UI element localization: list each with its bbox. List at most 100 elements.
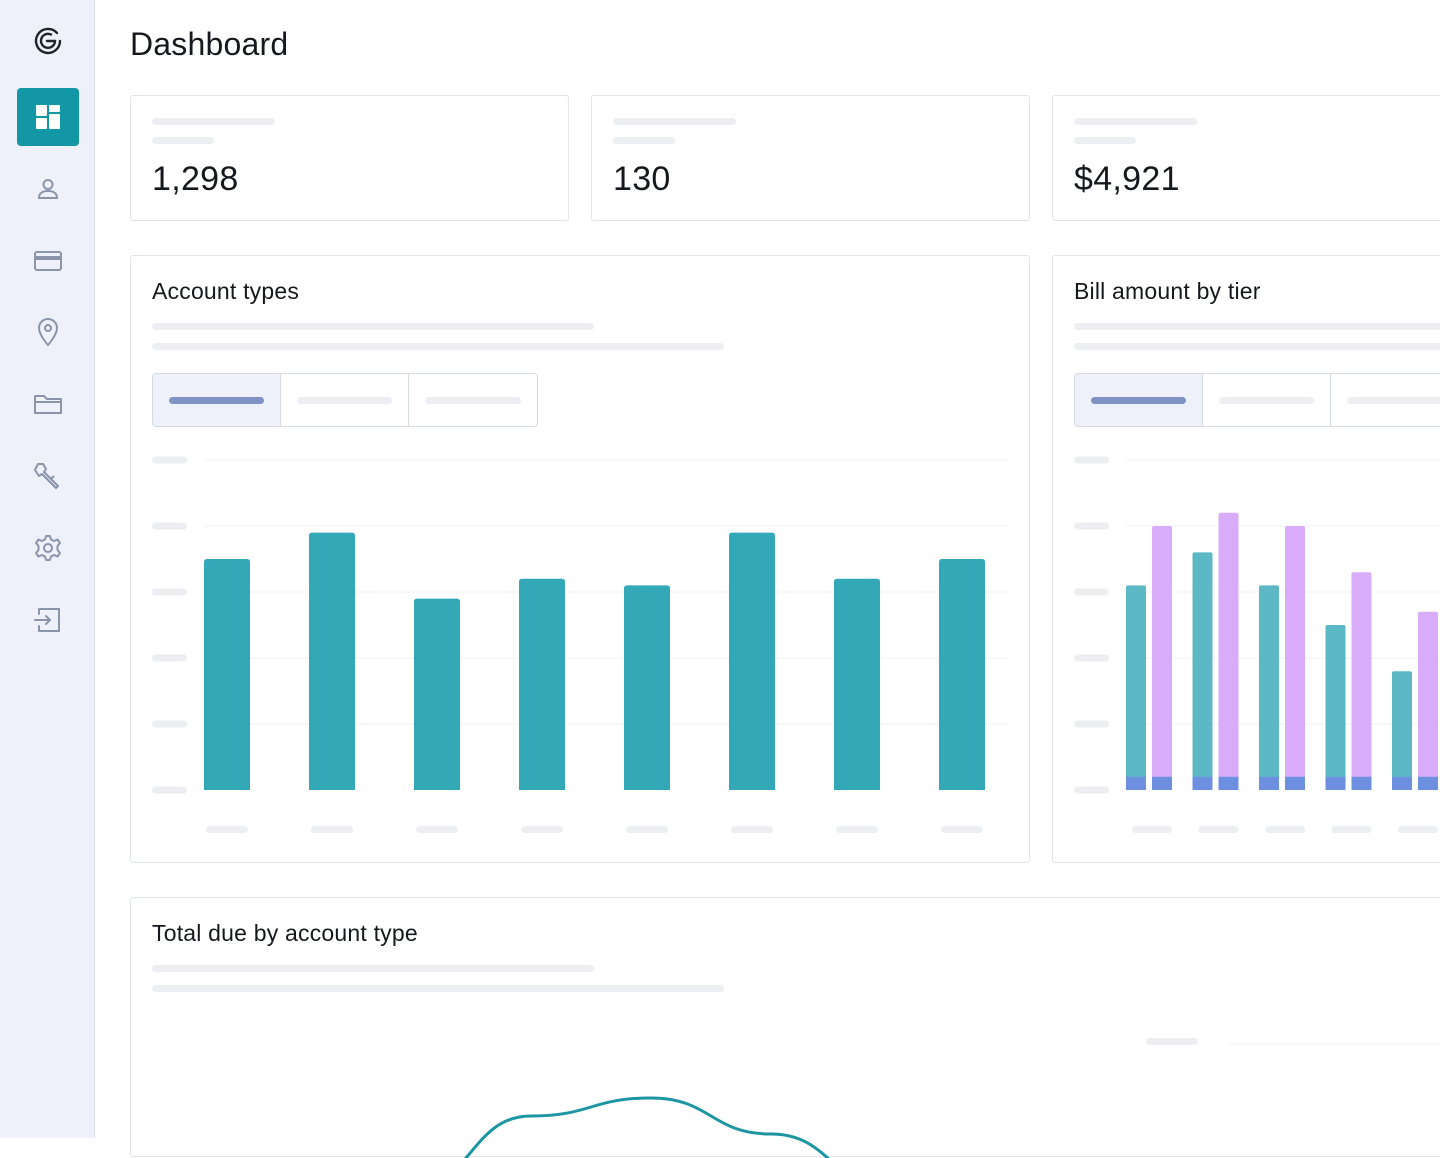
logo-icon[interactable]	[30, 22, 66, 58]
bar-base	[1392, 776, 1412, 790]
y-tick-label-placeholder	[1146, 1038, 1198, 1045]
y-tick-label-placeholder	[1074, 720, 1109, 728]
bar	[1259, 585, 1279, 790]
bar	[1218, 512, 1239, 790]
x-tick-label-placeholder	[731, 826, 773, 833]
bar	[1392, 671, 1412, 790]
bar	[939, 559, 985, 790]
sign-out-icon	[34, 608, 60, 632]
bar	[519, 578, 565, 790]
segment-option[interactable]	[281, 374, 409, 426]
stat-value: 1,298	[152, 160, 239, 198]
credit-card-icon	[34, 251, 62, 271]
bar	[1351, 572, 1372, 790]
y-tick-label-placeholder	[152, 720, 187, 728]
user-icon	[37, 179, 59, 199]
location-pin-icon	[37, 318, 59, 347]
segmented-control	[152, 373, 538, 427]
placeholder-line	[1074, 118, 1197, 125]
sidebar-item-files[interactable]	[17, 375, 79, 433]
bar	[624, 585, 670, 790]
bar	[1192, 552, 1213, 790]
placeholder-line	[613, 137, 675, 144]
y-tick-label-placeholder	[152, 456, 187, 464]
bar	[729, 532, 775, 790]
card-title: Bill amount by tier	[1074, 278, 1261, 304]
bar	[204, 559, 250, 790]
sidebar-item-logout[interactable]	[17, 591, 79, 649]
sidebar-item-settings[interactable]	[17, 519, 79, 577]
stat-value: 130	[613, 160, 671, 198]
bar-base	[1259, 776, 1279, 790]
segment-option[interactable]	[1203, 374, 1331, 426]
bar-base	[1218, 776, 1239, 790]
placeholder-line	[1074, 343, 1440, 350]
card-title: Total due by account type	[152, 920, 418, 946]
bar-base	[1418, 776, 1438, 790]
segment-option[interactable]	[409, 374, 537, 426]
sidebar	[0, 0, 95, 1138]
bar	[834, 578, 880, 790]
segmented-control	[1074, 373, 1440, 427]
placeholder-line	[613, 118, 736, 125]
page-title: Dashboard	[130, 26, 289, 62]
placeholder-line	[152, 137, 214, 144]
x-tick-label-placeholder	[311, 826, 353, 833]
placeholder-line	[152, 118, 275, 125]
y-tick-label-placeholder	[1074, 654, 1109, 662]
sidebar-item-billing[interactable]	[17, 232, 79, 290]
bar	[414, 598, 460, 790]
x-tick-label-placeholder	[1198, 826, 1239, 833]
y-tick-label-placeholder	[152, 654, 187, 662]
segment-option[interactable]	[1075, 374, 1203, 426]
stat-value: $4,921	[1074, 160, 1180, 198]
y-tick-label-placeholder	[1074, 786, 1109, 794]
stat-card: $4,921	[1052, 95, 1440, 221]
account-types-chart	[152, 456, 1009, 833]
x-tick-label-placeholder	[626, 826, 668, 833]
total-due-chart	[463, 1038, 1440, 1158]
y-tick-label-placeholder	[152, 588, 187, 596]
placeholder-line	[152, 965, 594, 972]
bar-base	[1351, 776, 1372, 790]
x-tick-label-placeholder	[1398, 826, 1438, 833]
sidebar-item-locations[interactable]	[17, 303, 79, 361]
y-tick-label-placeholder	[1074, 522, 1109, 530]
bar	[1418, 611, 1438, 790]
bar	[1152, 526, 1172, 790]
total-due-card: Total due by account type	[130, 897, 1440, 1158]
x-tick-label-placeholder	[416, 826, 458, 833]
bar	[309, 532, 355, 790]
stat-card: 130	[591, 95, 1030, 221]
bill-amount-chart	[1074, 456, 1440, 833]
y-tick-label-placeholder	[152, 522, 187, 530]
sidebar-item-dashboard[interactable]	[17, 88, 79, 146]
bill-amount-card: Bill amount by tier	[1052, 255, 1440, 863]
segment-option[interactable]	[1331, 374, 1440, 426]
x-tick-label-placeholder	[836, 826, 878, 833]
x-tick-label-placeholder	[941, 826, 983, 833]
bar-base	[1285, 776, 1305, 790]
wrench-icon	[34, 463, 59, 489]
card-title: Account types	[152, 278, 300, 304]
y-tick-label-placeholder	[1074, 456, 1109, 464]
x-tick-label-placeholder	[1265, 826, 1305, 833]
y-tick-label-placeholder	[1074, 588, 1109, 596]
sidebar-item-users[interactable]	[17, 160, 79, 218]
y-tick-label-placeholder	[152, 786, 187, 794]
placeholder-line	[1074, 323, 1440, 330]
bar	[1325, 625, 1346, 790]
x-tick-label-placeholder	[1331, 826, 1372, 833]
x-tick-label-placeholder	[521, 826, 563, 833]
account-types-card: Account types	[130, 255, 1030, 863]
bar	[1285, 526, 1305, 790]
sidebar-item-tools[interactable]	[17, 447, 79, 505]
bar-base	[1192, 776, 1213, 790]
folder-icon	[34, 395, 62, 414]
placeholder-line	[152, 985, 724, 992]
stat-card: 1,298	[130, 95, 569, 221]
dashboard-icon	[36, 105, 60, 129]
segment-option[interactable]	[153, 374, 281, 426]
bar	[1126, 585, 1146, 790]
bar-base	[1152, 776, 1172, 790]
